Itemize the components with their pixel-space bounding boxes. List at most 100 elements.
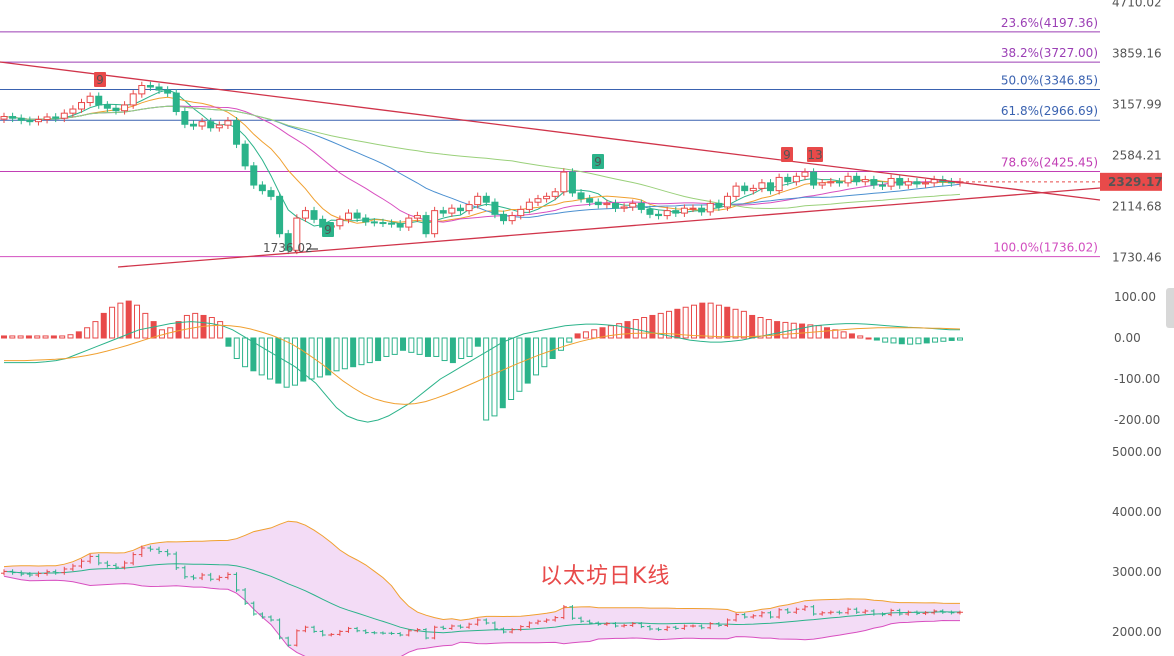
fib-level-label: 61.8%(2966.69) [1001, 104, 1098, 118]
candle-body [767, 182, 775, 192]
macd-histogram-bar [283, 337, 290, 388]
candle-body [827, 181, 835, 184]
macd-histogram-bar [749, 314, 756, 339]
candle-body [388, 222, 396, 225]
macd-histogram-bar [774, 321, 781, 339]
macd-histogram-bar [25, 335, 32, 339]
candle-body [146, 85, 154, 88]
candle-body [878, 184, 886, 187]
macd-histogram-bar [291, 337, 298, 386]
macd-histogram-bar [591, 329, 598, 339]
candle-body [715, 202, 723, 208]
candle-body [749, 187, 757, 192]
macd-histogram-bar [932, 337, 939, 343]
macd-histogram-bar [316, 337, 323, 378]
candle-body [568, 171, 576, 194]
macd-histogram-bar [441, 337, 448, 362]
candle-body [353, 212, 361, 219]
scroll-handle[interactable] [1166, 288, 1174, 328]
macd-histogram-bar [100, 312, 107, 339]
macd-histogram-bar [890, 337, 897, 344]
candle-body [672, 210, 680, 214]
macd-histogram-bar [599, 327, 606, 339]
macd-histogram-bar [250, 337, 257, 372]
macd-histogram-bar [765, 319, 772, 339]
macd-histogram-bar [150, 321, 157, 339]
fib-level-label: 50.0%(3346.85) [1001, 74, 1098, 88]
macd-axis-label: 100.00 [1114, 290, 1156, 304]
candle-body [508, 215, 516, 222]
candle-body [9, 116, 17, 119]
candle-body [810, 171, 818, 186]
macd-histogram-bar [882, 337, 889, 343]
macd-histogram-bar [807, 324, 814, 339]
macd-histogram-bar [516, 337, 523, 392]
macd-histogram-bar [325, 337, 332, 376]
candle-body [250, 165, 258, 186]
macd-histogram-bar [832, 329, 839, 339]
price-axis-label: 3859.16 [1112, 46, 1162, 60]
candle-body [784, 176, 792, 183]
macd-histogram-bar [907, 337, 914, 345]
candle-body [112, 107, 120, 112]
candle-body [78, 102, 86, 110]
macd-histogram-bar [341, 337, 348, 370]
macd-histogram-bar [616, 323, 623, 339]
td-marker-label: 13 [807, 148, 822, 162]
candle-body [448, 207, 456, 214]
bollinger-mid [3, 563, 960, 634]
candle-body [741, 185, 749, 192]
candle-body [775, 176, 783, 192]
macd-histogram-bar [848, 333, 855, 339]
fib-level-label: 23.6%(4197.36) [1001, 16, 1098, 30]
low-price-label: 1736.02 [263, 241, 313, 255]
candle-body [861, 179, 869, 183]
macd-histogram-bar [416, 337, 423, 355]
bollinger-lower [3, 575, 960, 656]
macd-histogram-bar [823, 327, 830, 339]
macd-histogram-bar [134, 304, 141, 339]
candle-body [922, 182, 930, 185]
chart-title: 以太坊日K线 [540, 564, 671, 589]
candle-body [69, 108, 77, 114]
ascending-trend-line [117, 187, 1101, 268]
candle-body [698, 207, 706, 213]
macd-histogram-bar [117, 302, 124, 339]
macd-histogram-bar [275, 337, 282, 384]
macd-histogram-bar [624, 321, 631, 339]
macd-histogram-bar [566, 337, 573, 343]
macd-histogram-bar [466, 337, 473, 357]
fib-level-label: 100.0%(1736.02) [993, 241, 1098, 255]
macd-histogram-bar [957, 337, 963, 341]
candle-body [258, 184, 266, 192]
macd-histogram-bar [92, 321, 99, 339]
macd-axis-label: -100.00 [1114, 372, 1160, 386]
candle-body [34, 119, 42, 123]
lower-axis-label: 3000.00 [1112, 565, 1162, 579]
macd-histogram-bar [1, 335, 7, 339]
current-price-tag [1100, 172, 1162, 191]
macd-histogram-bar [125, 300, 132, 339]
fib-level-label: 38.2%(3727.00) [1001, 46, 1098, 60]
candle-body [456, 207, 464, 212]
candle-body [60, 112, 68, 119]
candle-body [198, 121, 206, 127]
candle-body [620, 206, 628, 209]
macd-histogram-bar [474, 337, 481, 347]
macd-histogram-bar [857, 335, 864, 339]
candle-body [422, 215, 430, 235]
macd-histogram-bar [350, 337, 357, 368]
td-marker-box [781, 147, 793, 162]
macd-histogram-bar [483, 337, 490, 421]
candle-body [689, 207, 697, 210]
macd-histogram-bar [242, 337, 249, 368]
candle-body [870, 179, 878, 186]
candle-body [723, 195, 731, 208]
candle-body [896, 177, 904, 186]
macd-histogram-bar [42, 335, 49, 339]
candle-body [345, 212, 353, 220]
candle-body [121, 104, 129, 112]
fib-level-label: 78.6%(2425.45) [1001, 156, 1098, 170]
macd-histogram-bar [898, 337, 905, 345]
